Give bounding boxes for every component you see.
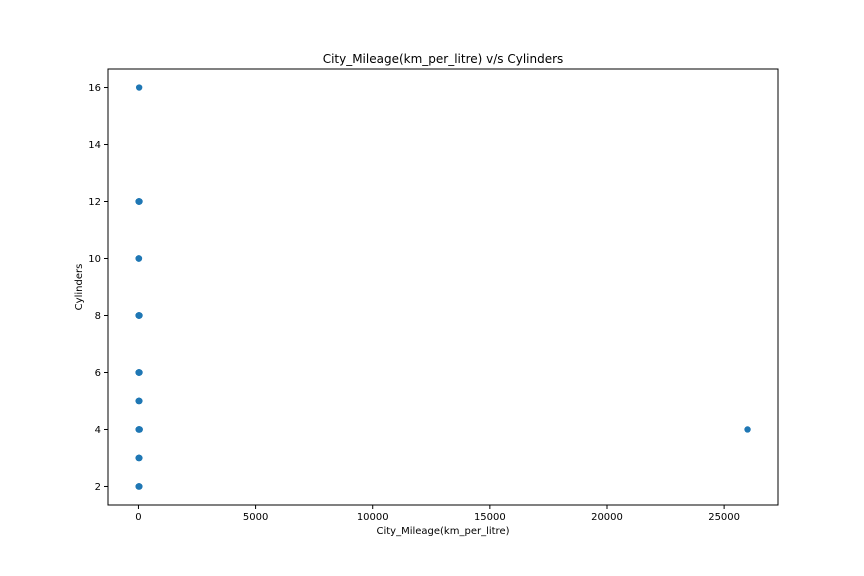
scatter-point [136, 369, 143, 376]
plot-area-frame [107, 68, 779, 506]
x-tick-label: 10000 [357, 512, 389, 523]
y-tick-label: 2 [95, 482, 101, 493]
x-tick-label: 0 [135, 512, 141, 523]
x-tick-label: 25000 [708, 512, 740, 523]
y-tick-label: 6 [95, 368, 101, 379]
y-axis-label: Cylinders [74, 264, 85, 311]
x-tick-label: 5000 [243, 512, 268, 523]
y-tick-label: 12 [88, 197, 101, 208]
x-axis-label: City_Mileage(km_per_litre) [376, 526, 509, 537]
chart-title: City_Mileage(km_per_litre) v/s Cylinders [323, 52, 564, 66]
axis-ticks: 0 5000 10000 15000 20000 25000 2 4 6 8 10 12 14 16 [88, 83, 740, 523]
scatter-point [744, 426, 751, 433]
y-tick-label: 8 [95, 311, 101, 322]
data-points [135, 84, 751, 490]
y-tick-label: 16 [88, 83, 101, 94]
scatter-point [136, 312, 143, 319]
y-tick-label: 14 [88, 140, 101, 151]
scatter-point [136, 483, 143, 490]
scatter-point [135, 255, 143, 262]
scatter-point [135, 84, 143, 91]
scatter-point [136, 397, 143, 405]
x-tick-label: 15000 [474, 512, 506, 523]
scatter-point [136, 198, 143, 205]
x-tick-label: 20000 [591, 512, 623, 523]
scatter-point [136, 426, 143, 433]
y-tick-label: 10 [88, 254, 101, 265]
scatter-point [136, 454, 143, 462]
y-tick-label: 4 [95, 425, 101, 436]
